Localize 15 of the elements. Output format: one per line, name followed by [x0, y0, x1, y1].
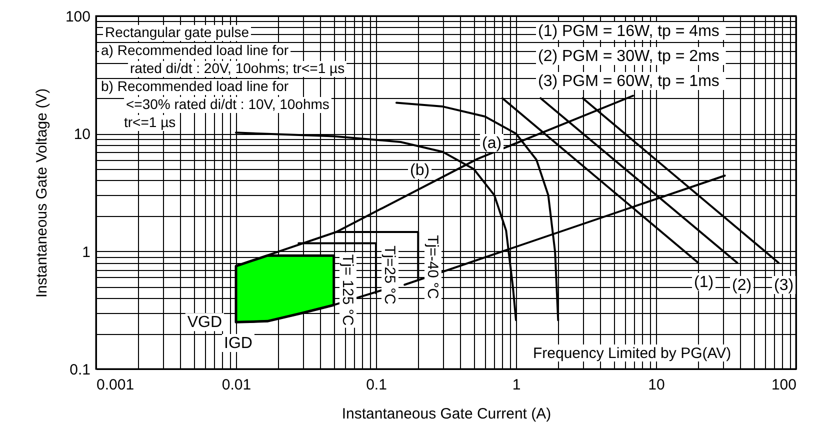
y-tick-label: 0.1 — [70, 362, 90, 378]
y-axis-title: Instantaneous Gate Voltage (V) — [33, 88, 50, 298]
annotation: tr<=1 µs — [124, 114, 176, 130]
x-tick-label: 1 — [512, 376, 521, 394]
annotation: Frequency Limited by PG(AV) — [533, 345, 732, 362]
x-tick-label: 100 — [771, 376, 796, 394]
x-tick-label: 0.1 — [366, 376, 387, 394]
annotation: b) Recommended load line for — [101, 78, 289, 94]
x-axis-title: Instantaneous Gate Current (A) — [342, 406, 552, 422]
x-tick-label: 0.01 — [222, 376, 252, 394]
y-tick-label: 10 — [74, 126, 90, 144]
x-tick-label: 0.001 — [96, 376, 134, 394]
y-tick-label: 100 — [65, 8, 90, 26]
x-tick-label: 10 — [648, 376, 665, 394]
y-tick-label: 1 — [82, 244, 90, 261]
